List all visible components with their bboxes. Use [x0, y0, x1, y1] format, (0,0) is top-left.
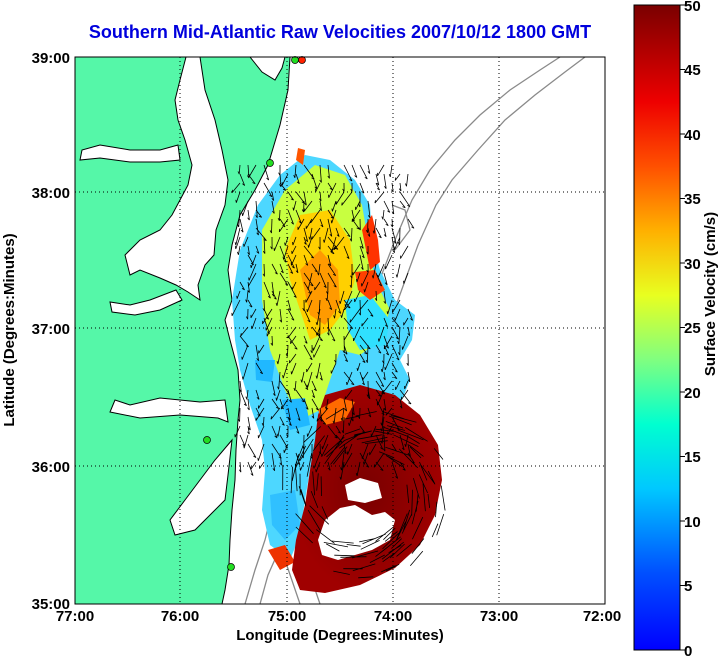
colorbar-tick: 20 [684, 385, 701, 402]
delaware-bay [249, 57, 286, 81]
plot-frame [74, 56, 606, 605]
colorbar-tick: 35 [684, 191, 701, 208]
colorbar-tick: 50 [684, 0, 701, 15]
colorbar: 50 45 40 35 30 25 20 15 10 5 0 Surface V… [633, 0, 719, 659]
colorbar-label: Surface Velocity (cm/s) [702, 212, 719, 376]
colorbar-tick: 40 [684, 127, 701, 144]
vector-arrows-path [231, 164, 446, 579]
x-axis-label: Longitude (Degrees:Minutes) [236, 627, 444, 644]
colorbar-tick: 25 [684, 320, 701, 337]
james-river [109, 289, 183, 316]
x-tick-label: 74:00 [374, 608, 412, 625]
y-tick-label: 37:00 [32, 321, 70, 338]
x-tick-label: 72:00 [583, 608, 621, 625]
y-tick-label: 39:00 [32, 50, 70, 67]
chesapeake-bay [124, 57, 229, 302]
velocity-field [232, 148, 442, 593]
y-tick-label: 35:00 [32, 596, 70, 613]
pamlico-sound [169, 438, 233, 536]
station-marker [291, 56, 299, 64]
grid-lines [75, 57, 605, 604]
colorbar-tick: 15 [684, 449, 701, 466]
colorbar-gradient [633, 4, 681, 651]
x-axis: 77:00 76:00 75:00 74:00 73:00 72:00 Long… [56, 608, 621, 644]
y-axis-label: Latitude (Degrees:Minutes) [1, 233, 18, 426]
colorbar-tick: 10 [684, 514, 701, 531]
colorbar-tick: 5 [684, 578, 692, 595]
map-title: Southern Mid-Atlantic Raw Velocities 200… [88, 22, 592, 42]
x-tick-label: 76:00 [161, 608, 199, 625]
colorbar-tick: 45 [684, 62, 701, 79]
potomac-river [79, 144, 181, 163]
station-marker [298, 56, 306, 64]
x-tick-label: 73:00 [480, 608, 518, 625]
x-tick-label: 77:00 [56, 608, 94, 625]
x-tick-label: 75:00 [268, 608, 306, 625]
station-marker [266, 159, 274, 167]
station-marker [203, 436, 211, 444]
y-axis: 39:00 38:00 37:00 36:00 35:00 Latitude (… [1, 50, 70, 613]
albemarle-sound [109, 397, 229, 423]
colorbar-tick: 0 [684, 643, 692, 659]
colorbar-tick: 30 [684, 256, 701, 273]
y-tick-label: 36:00 [32, 459, 70, 476]
station-marker [227, 563, 235, 571]
y-tick-label: 38:00 [32, 185, 70, 202]
velocity-vectors [231, 164, 446, 579]
